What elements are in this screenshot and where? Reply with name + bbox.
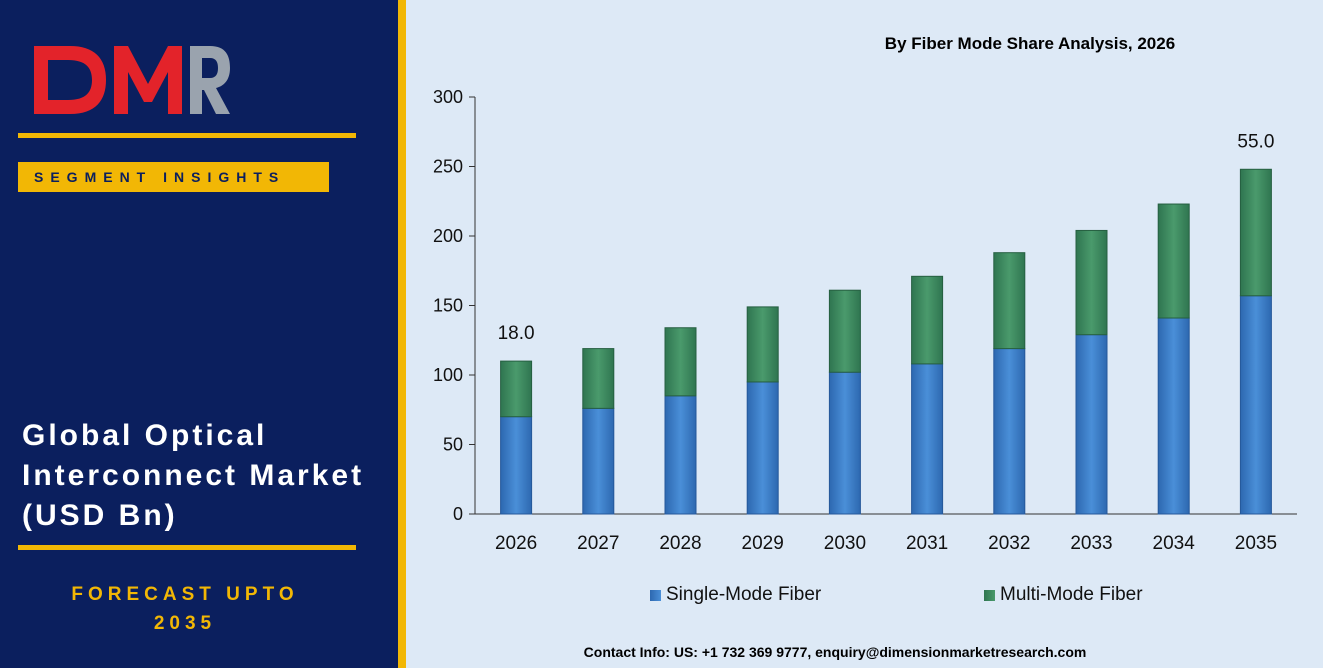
bar-multi-mode [1075, 229, 1108, 336]
bar-multi-mode [664, 327, 697, 397]
title-underline [18, 545, 356, 550]
x-axis: 2026 2027 2028 2029 2030 2031 2032 2033 2034 2035 [475, 513, 1297, 554]
y-tick-label: 150 [433, 296, 463, 316]
y-axis: 0 50 100 150 200 250 300 [433, 87, 476, 524]
bar-single-mode [746, 381, 779, 515]
logo-underline [18, 133, 356, 138]
x-tick-label: 2032 [988, 533, 1030, 554]
legend-swatch-single-mode [650, 589, 661, 601]
y-tick-label: 200 [433, 226, 463, 246]
legend-swatch-multi-mode [984, 589, 995, 601]
bar-single-mode [582, 407, 615, 515]
panel-divider [398, 0, 406, 668]
data-label: 55.0 [1237, 131, 1274, 152]
dmr-logo [34, 46, 230, 114]
x-tick-label: 2026 [495, 533, 537, 554]
y-tick-label: 0 [453, 504, 463, 524]
bar-single-mode [1239, 295, 1272, 515]
bar-single-mode [1157, 317, 1190, 515]
bar-multi-mode [582, 348, 615, 409]
x-tick-label: 2035 [1235, 533, 1277, 554]
bar-multi-mode [500, 360, 533, 418]
legend-label-multi-mode: Multi-Mode Fiber [1000, 584, 1143, 605]
y-tick-label: 300 [433, 87, 463, 107]
bar-single-mode [911, 363, 944, 515]
x-tick-label: 2033 [1070, 533, 1112, 554]
x-tick-label: 2030 [824, 533, 866, 554]
bar-multi-mode [1157, 203, 1190, 319]
data-label: 18.0 [498, 323, 535, 344]
bar-multi-mode [993, 252, 1026, 350]
legend-item-single-mode: Single-Mode Fiber [650, 584, 821, 606]
bar-multi-mode [911, 275, 944, 365]
contact-info: Contact Info: US: +1 732 369 9777, enqui… [583, 644, 1087, 660]
bar-single-mode [664, 395, 697, 515]
left-panel: SEGMENT INSIGHTS Global Optical Intercon… [0, 0, 398, 668]
market-title: Global Optical Interconnect Market (USD … [22, 419, 365, 532]
y-tick-label: 100 [433, 365, 463, 385]
y-tick-label: 250 [433, 157, 463, 177]
bar-single-mode [1075, 334, 1108, 515]
x-tick-label: 2031 [906, 533, 948, 554]
legend-item-multi-mode: Multi-Mode Fiber [984, 584, 1143, 606]
bar-multi-mode [1239, 168, 1272, 297]
bar-single-mode [500, 416, 533, 515]
y-tick-label: 50 [443, 435, 463, 455]
bar-single-mode [993, 348, 1026, 515]
chart-title: By Fiber Mode Share Analysis, 2026 [884, 34, 1176, 53]
annotations: 18.0 55.0 [498, 131, 1275, 344]
segment-insights-label: SEGMENT INSIGHTS [34, 169, 286, 185]
bar-multi-mode [828, 289, 861, 373]
x-tick-label: 2029 [742, 533, 784, 554]
forecast-label: FORECAST UPTO 2035 [71, 584, 299, 634]
dmr-logo-letters [34, 46, 230, 114]
legend-label-single-mode: Single-Mode Fiber [666, 584, 822, 605]
bar-single-mode [828, 371, 861, 515]
x-tick-label: 2028 [659, 533, 701, 554]
segment-insights-badge: SEGMENT INSIGHTS [18, 162, 329, 192]
x-tick-label: 2027 [577, 533, 619, 554]
bar-multi-mode [746, 306, 779, 383]
x-tick-label: 2034 [1153, 533, 1196, 554]
bars [500, 168, 1272, 515]
